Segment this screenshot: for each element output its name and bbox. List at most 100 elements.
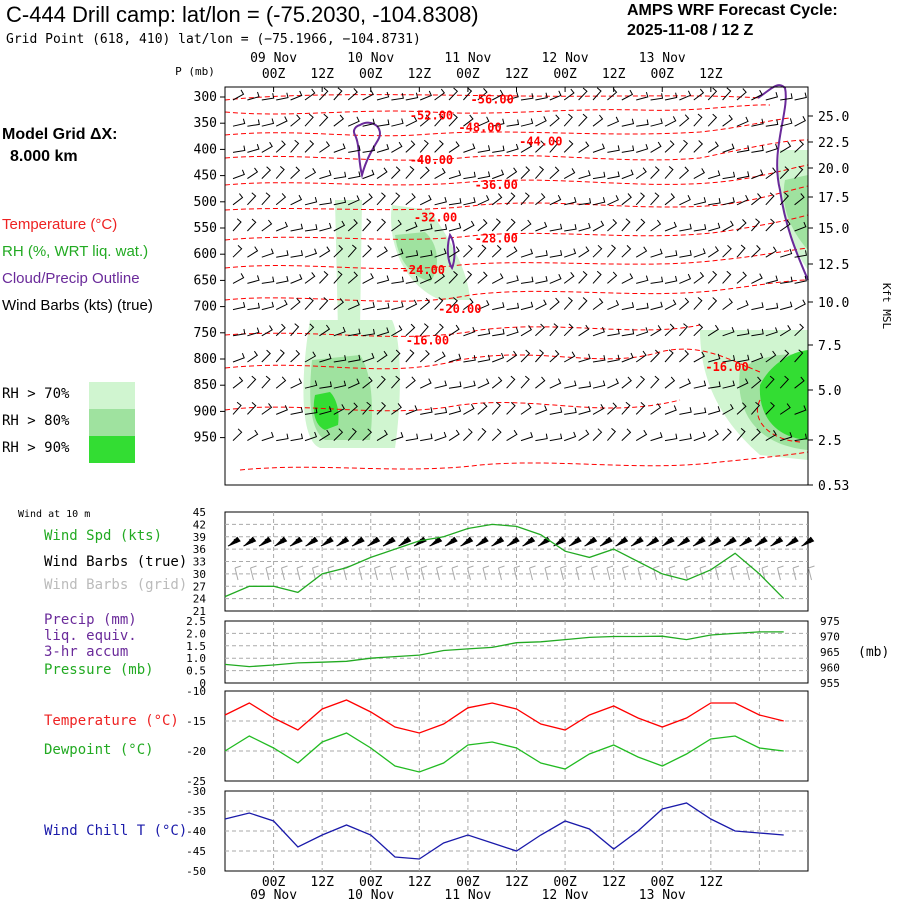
- wind-barb-18: [491, 89, 504, 101]
- wind-barb-true-21: [553, 536, 567, 547]
- wind-barb-61: [535, 116, 547, 127]
- wind-barb-410: [376, 350, 388, 363]
- forecast-cycle-label: AMPS WRF Forecast Cycle:: [627, 2, 838, 19]
- wind-barb-17: [477, 88, 488, 101]
- wind-barb-406: [319, 353, 332, 363]
- wind-barb-466: [607, 378, 619, 389]
- wind-barb-277: [765, 246, 777, 258]
- wind-barb-427: [621, 352, 634, 363]
- wind-barb-64: [578, 113, 588, 127]
- wind-barb-35: [736, 88, 747, 101]
- wind-barb-113: [707, 141, 719, 153]
- wind-barb-146: [607, 171, 620, 180]
- wind-barb-298: [491, 273, 504, 284]
- wind-barb-148: [635, 167, 647, 180]
- wind-barb-448: [347, 378, 360, 389]
- pressure-tick-350: 350: [194, 116, 217, 131]
- wind-barb-243: [276, 250, 289, 258]
- wind-barb-419: [506, 350, 518, 363]
- wind-barb-275: [736, 244, 746, 258]
- wind-barb-48: [347, 116, 360, 127]
- wind-barb-grid-33: [746, 565, 753, 581]
- wind-barb-114: [722, 143, 735, 153]
- wind-barb-194: [722, 197, 735, 206]
- wind-barb-179: [506, 192, 516, 206]
- wind-barb-345: [592, 298, 604, 310]
- wind-barb-434: [722, 355, 736, 363]
- wind-barb-99: [506, 143, 519, 153]
- wind-barb-272: [693, 248, 706, 258]
- wind-barb-239: [794, 221, 807, 232]
- wind-barb-449: [362, 376, 373, 389]
- wind-barb-499: [506, 402, 516, 415]
- pressure-right-tick-4: 955: [820, 677, 840, 690]
- wind-barb-429: [650, 349, 660, 363]
- wind-barb-524: [290, 433, 303, 442]
- wind-barb-437: [765, 350, 777, 363]
- wind-barb-459: [506, 375, 516, 389]
- wind-barb-217: [477, 219, 488, 232]
- wind-barb-60: [520, 118, 534, 127]
- wind-barb-137: [477, 171, 491, 180]
- wind-barb-274: [722, 244, 732, 258]
- bottom-time-tick-4: 00Z: [456, 875, 480, 890]
- wind-barb-525: [304, 431, 318, 442]
- wind-barb-339: [506, 302, 520, 311]
- wind-barb-428: [635, 350, 647, 363]
- wind-barb-160: [232, 193, 244, 206]
- wind-barb-190: [664, 193, 676, 206]
- wind-barb-185: [592, 197, 606, 206]
- wind-barb-true-34: [754, 536, 768, 547]
- wind-barb-548: [635, 429, 648, 442]
- temperature-contour-label-1: -52.00: [410, 108, 453, 122]
- wind-barb-112: [693, 140, 704, 153]
- wind-barb-true-9: [367, 536, 381, 547]
- wind-barb-556: [751, 428, 761, 441]
- pressure-tick-750: 750: [194, 326, 217, 341]
- wind-barb-321: [247, 302, 260, 311]
- rh-shading-3: [335, 200, 362, 330]
- wind-barb-455: [448, 381, 462, 389]
- wind-barb-518: [779, 403, 791, 415]
- wind-barb-131: [391, 166, 401, 179]
- wind-barb-543: [564, 431, 577, 442]
- bottom-time-tick-1: 12Z: [310, 875, 334, 890]
- height-axis-label: Kft MSL: [880, 283, 893, 330]
- bottom-time-tick-8: 00Z: [651, 875, 675, 890]
- wind-barb-255: [448, 246, 460, 258]
- wind-barb-45: [304, 113, 314, 127]
- wind-barb-23: [563, 88, 575, 101]
- wind-barb-491: [391, 403, 402, 415]
- wind-barb-119: [794, 140, 805, 153]
- wind-barb-292: [405, 275, 419, 284]
- wind-chill-line: [224, 802, 784, 860]
- pressure-axis-label: P (mb): [175, 65, 215, 78]
- wind-barb-390: [664, 323, 675, 337]
- label-3hr-accum: 3-hr accum: [44, 644, 129, 660]
- wind-barb-50: [376, 119, 390, 127]
- wind-barb-133: [419, 166, 430, 179]
- pressure-tick-400: 400: [194, 142, 217, 157]
- wind-barb-505: [592, 404, 605, 415]
- top-time-tick-0: 00Z: [262, 67, 286, 82]
- wind-barb-378: [492, 328, 505, 337]
- wind-barb-433: [708, 353, 721, 363]
- wind-barb-450: [376, 375, 386, 389]
- cloud-outline-1: [446, 232, 456, 271]
- wind-barb-true-0: [227, 536, 241, 547]
- wind-barb-152: [693, 168, 705, 180]
- wind-barb-231: [679, 223, 692, 232]
- wind-barb-545: [592, 428, 603, 441]
- wind-barb-68: [636, 119, 649, 127]
- dewpoint-line: [224, 732, 784, 773]
- wind-barb-176: [463, 197, 476, 206]
- cloud-outline-0: [352, 121, 381, 179]
- wind-barb-265: [592, 244, 603, 258]
- wind-barb-true-15: [460, 536, 474, 547]
- wind-barb-166: [319, 198, 332, 206]
- wind-barb-366: [319, 324, 331, 337]
- wind-barb-418: [492, 352, 505, 363]
- precip_pressure-tick-3: 1.0: [186, 652, 206, 665]
- wind-barb-457: [477, 378, 490, 389]
- wind-barb-351: [679, 297, 690, 310]
